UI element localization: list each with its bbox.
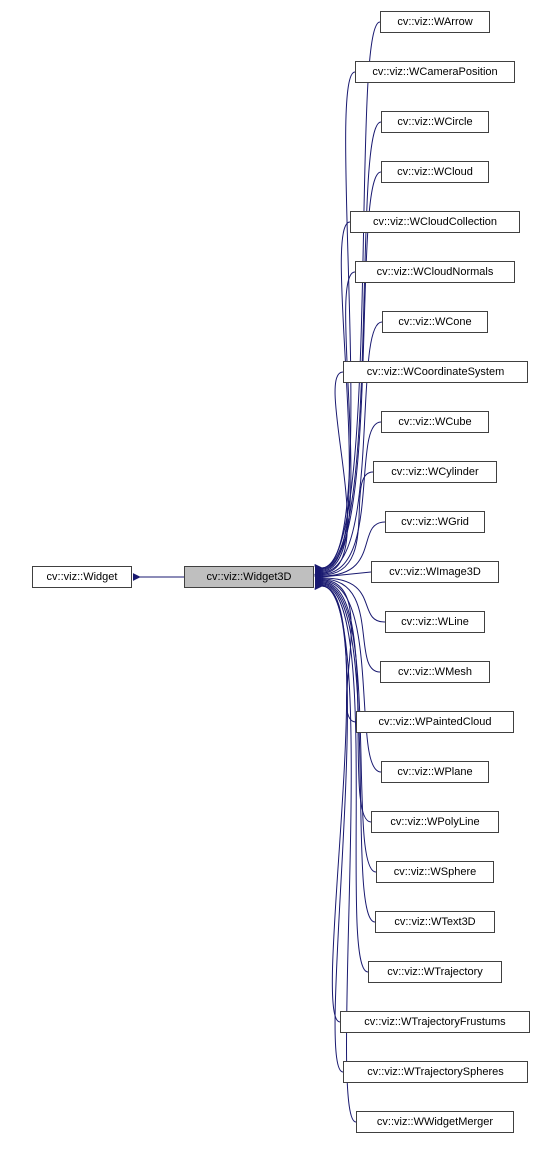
node-child-15-label: cv::viz::WPlane: [397, 766, 472, 778]
node-child-13-label: cv::viz::WMesh: [398, 666, 472, 678]
node-widget-label: cv::viz::Widget: [47, 571, 118, 583]
node-child-3-label: cv::viz::WCloud: [397, 166, 473, 178]
node-child-6-label: cv::viz::WCone: [398, 316, 471, 328]
node-child-11-label: cv::viz::WImage3D: [389, 566, 481, 578]
node-child-20[interactable]: cv::viz::WTrajectoryFrustums: [340, 1011, 530, 1033]
inheritance-edge: [322, 322, 382, 572]
node-child-10[interactable]: cv::viz::WGrid: [385, 511, 485, 533]
node-widget[interactable]: cv::viz::Widget: [32, 566, 132, 588]
node-child-21[interactable]: cv::viz::WTrajectorySpheres: [343, 1061, 528, 1083]
node-child-1-label: cv::viz::WCameraPosition: [372, 66, 497, 78]
node-child-19-label: cv::viz::WTrajectory: [387, 966, 483, 978]
node-child-2-label: cv::viz::WCircle: [397, 116, 472, 128]
inheritance-edge: [322, 222, 350, 570]
node-child-12[interactable]: cv::viz::WLine: [385, 611, 485, 633]
node-child-4-label: cv::viz::WCloudCollection: [373, 216, 497, 228]
node-child-16-label: cv::viz::WPolyLine: [390, 816, 479, 828]
node-child-9[interactable]: cv::viz::WCylinder: [373, 461, 497, 483]
node-child-1[interactable]: cv::viz::WCameraPosition: [355, 61, 515, 83]
node-child-11[interactable]: cv::viz::WImage3D: [371, 561, 499, 583]
node-child-2[interactable]: cv::viz::WCircle: [381, 111, 489, 133]
node-child-14[interactable]: cv::viz::WPaintedCloud: [356, 711, 514, 733]
node-child-17-label: cv::viz::WSphere: [394, 866, 477, 878]
node-child-10-label: cv::viz::WGrid: [401, 516, 469, 528]
node-child-7-label: cv::viz::WCoordinateSystem: [367, 366, 505, 378]
node-child-6[interactable]: cv::viz::WCone: [382, 311, 488, 333]
node-child-0-label: cv::viz::WArrow: [397, 16, 472, 28]
inheritance-edge: [322, 422, 381, 574]
node-child-5-label: cv::viz::WCloudNormals: [377, 266, 494, 278]
node-widget3d-label: cv::viz::Widget3D: [207, 571, 292, 583]
node-child-8-label: cv::viz::WCube: [398, 416, 471, 428]
node-child-4[interactable]: cv::viz::WCloudCollection: [350, 211, 520, 233]
node-child-14-label: cv::viz::WPaintedCloud: [378, 716, 491, 728]
node-child-20-label: cv::viz::WTrajectoryFrustums: [364, 1016, 505, 1028]
node-child-5[interactable]: cv::viz::WCloudNormals: [355, 261, 515, 283]
node-child-18[interactable]: cv::viz::WText3D: [375, 911, 495, 933]
node-child-21-label: cv::viz::WTrajectorySpheres: [367, 1066, 504, 1078]
node-child-7[interactable]: cv::viz::WCoordinateSystem: [343, 361, 528, 383]
inheritance-edge: [322, 586, 347, 1022]
node-child-0[interactable]: cv::viz::WArrow: [380, 11, 490, 33]
node-child-8[interactable]: cv::viz::WCube: [381, 411, 489, 433]
node-child-18-label: cv::viz::WText3D: [394, 916, 475, 928]
node-child-13[interactable]: cv::viz::WMesh: [380, 661, 490, 683]
node-widget3d[interactable]: cv::viz::Widget3D: [184, 566, 314, 588]
node-child-22[interactable]: cv::viz::WWidgetMerger: [356, 1111, 514, 1133]
node-child-16[interactable]: cv::viz::WPolyLine: [371, 811, 499, 833]
node-child-3[interactable]: cv::viz::WCloud: [381, 161, 489, 183]
node-child-15[interactable]: cv::viz::WPlane: [381, 761, 489, 783]
node-child-12-label: cv::viz::WLine: [401, 616, 469, 628]
node-child-22-label: cv::viz::WWidgetMerger: [377, 1116, 493, 1128]
inheritance-edge: [322, 586, 347, 1072]
node-child-17[interactable]: cv::viz::WSphere: [376, 861, 494, 883]
node-child-9-label: cv::viz::WCylinder: [391, 466, 478, 478]
node-child-19[interactable]: cv::viz::WTrajectory: [368, 961, 502, 983]
